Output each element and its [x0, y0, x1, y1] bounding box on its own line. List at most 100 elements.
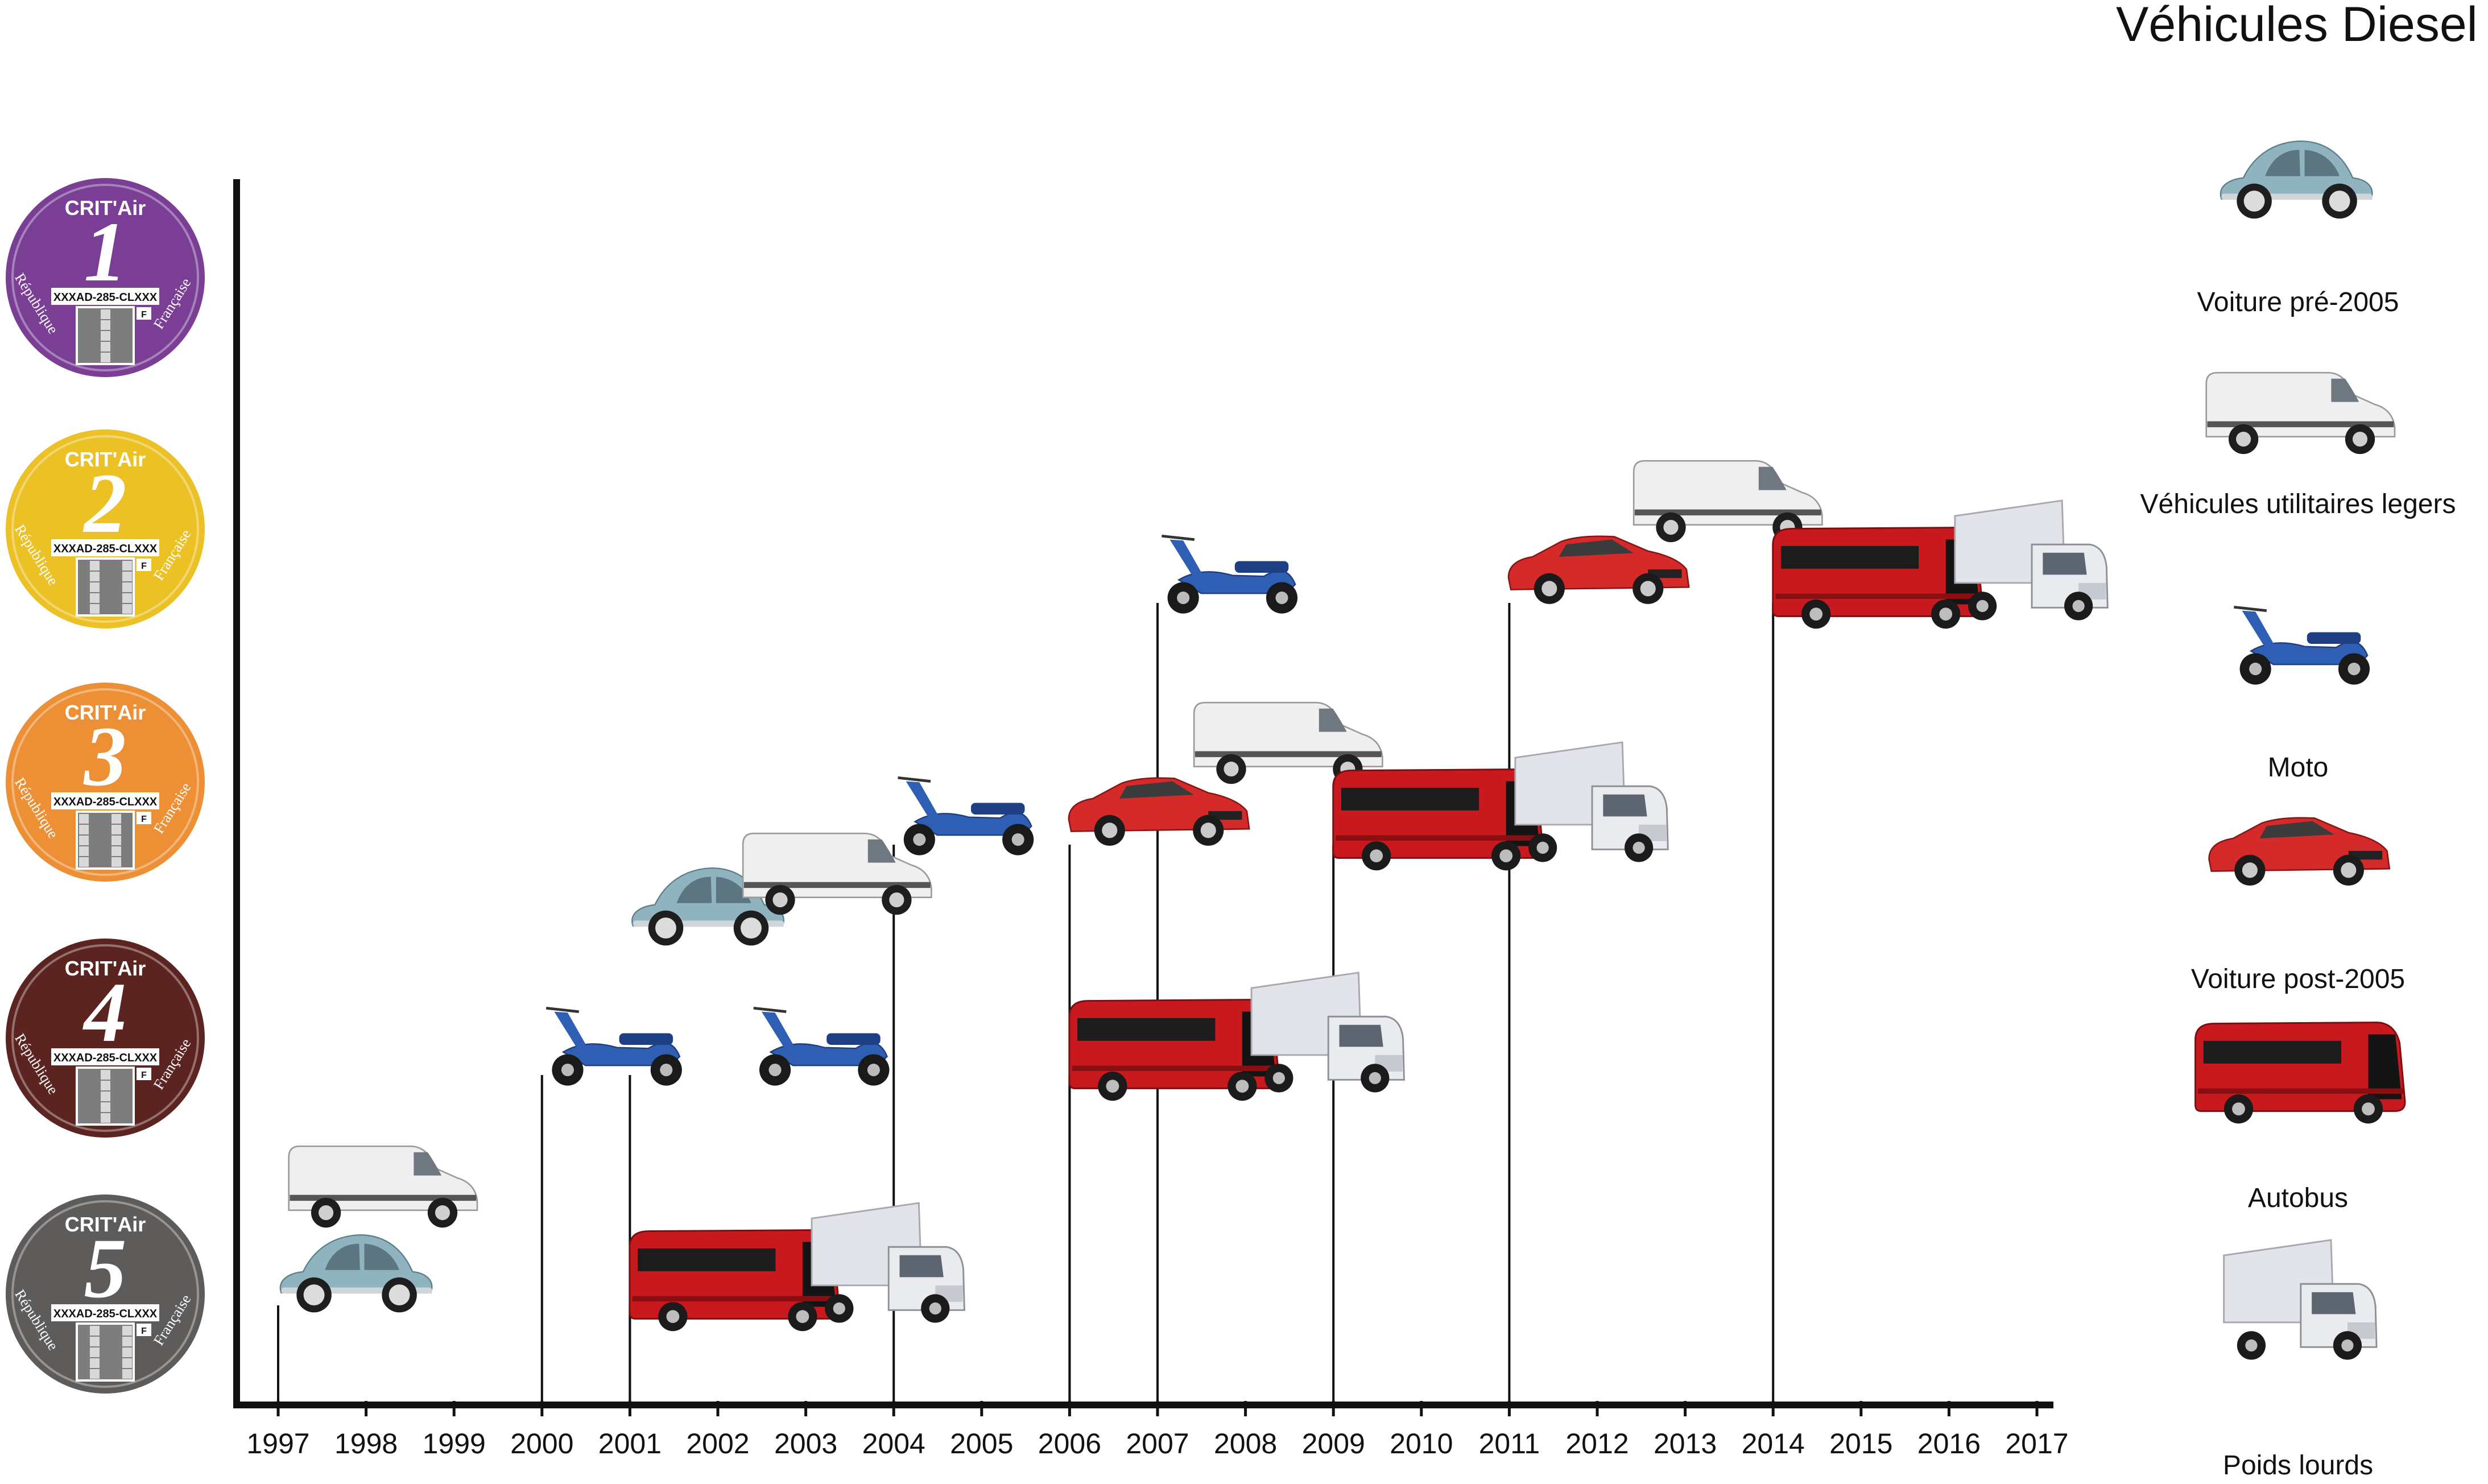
vehicle-bus-2001	[629, 1229, 840, 1332]
year-label: 2007	[1126, 1428, 1189, 1460]
year-label: 2004	[862, 1428, 925, 1460]
badge-plate: XXXAD-285-CLXXX	[53, 796, 158, 808]
legend-label: Poids lourds	[2222, 1450, 2374, 1481]
legend-label: Autobus	[2247, 1183, 2349, 1213]
legend-label: Véhicules utilitaires legers	[2140, 489, 2456, 519]
badge-flag: F	[141, 1326, 147, 1336]
badge-qr-cell	[79, 846, 89, 856]
year-label: 1998	[334, 1428, 398, 1460]
badge-qr-cell	[79, 825, 89, 834]
badge-qr-cell	[111, 846, 121, 856]
badge-qr-cell	[122, 1337, 132, 1346]
year-label: 2012	[1565, 1428, 1629, 1460]
badge-qr-cell	[101, 1081, 110, 1090]
badge-ring	[11, 1200, 199, 1388]
badge-plate-box	[51, 539, 159, 556]
year-label: 2017	[2005, 1428, 2068, 1460]
badge-plate-box	[51, 792, 159, 809]
legend-vehicle-car	[2208, 817, 2391, 887]
badge-brand: CRIT'Air	[65, 1213, 146, 1236]
year-label: 2016	[1917, 1428, 1981, 1460]
badge-qr-cell	[122, 561, 132, 571]
badge-qr-cell	[122, 604, 132, 614]
badge-ring	[11, 184, 199, 371]
legend-label: Moto	[2267, 753, 2329, 783]
badge-qr-cell	[122, 1358, 132, 1368]
badge-plate-box	[51, 1048, 159, 1065]
milestone-connectors	[277, 603, 1775, 1405]
badge-disc	[6, 683, 205, 882]
badge-brand: CRIT'Air	[65, 196, 146, 220]
legend-icon-van	[2205, 371, 2396, 455]
badge-qr-cell	[122, 1326, 132, 1336]
year-label: 2000	[510, 1428, 573, 1460]
year-label: 2002	[686, 1428, 749, 1460]
year-label: 2015	[1829, 1428, 1892, 1460]
badge-qr-cell	[90, 1369, 100, 1379]
year-label: 2009	[1302, 1428, 1365, 1460]
badge-level-number: 4	[82, 965, 127, 1060]
badge-qr-cell	[101, 1070, 110, 1080]
badge-qr-cell	[90, 1337, 100, 1346]
vehicle-scooter-2004	[898, 778, 1034, 855]
badge-disc	[6, 1194, 205, 1394]
badge-qr-cell	[90, 561, 100, 571]
vehicle-van-1997	[288, 1145, 478, 1229]
badge-flag-box	[137, 1324, 151, 1336]
badge-qr-cell	[122, 572, 132, 581]
year-label: 2008	[1214, 1428, 1277, 1460]
badge-plate-box	[51, 288, 159, 305]
badge-ring	[11, 688, 199, 876]
year-label: 2006	[1038, 1428, 1101, 1460]
page-title: Véhicules Diesel	[2116, 0, 2478, 52]
badge-qr-cell	[79, 836, 89, 845]
vehicle-car-2011	[1507, 535, 1690, 605]
badge-flag: F	[141, 815, 147, 824]
badge-flag-box	[137, 307, 151, 320]
legend-icon-car	[2208, 817, 2391, 887]
year-label: 2014	[1742, 1428, 1805, 1460]
badge-qr-cell	[90, 1358, 100, 1368]
badge-level-number: 2	[83, 456, 127, 551]
year-label: 2001	[598, 1428, 662, 1460]
vehicle-scooter-2001	[754, 1008, 890, 1085]
badge-qr-cell	[122, 582, 132, 592]
legend-label: Voiture pré-2005	[2197, 287, 2399, 317]
vehicle-scooter-2000	[546, 1008, 682, 1085]
legend-icon-scooter	[2218, 592, 2378, 702]
badge-plate: XXXAD-285-CLXXX	[53, 1308, 158, 1320]
timeline-vehicles	[279, 460, 2109, 1332]
legend-label: Voiture post-2005	[2191, 964, 2406, 994]
badge-qr-cell	[122, 593, 132, 603]
legend-icon-beetle	[2220, 140, 2373, 220]
badge-plate-box	[51, 1304, 159, 1321]
badge-ring	[11, 944, 199, 1132]
vehicle-bus-2006	[1068, 999, 1280, 1102]
badge-level-number: 3	[83, 709, 127, 804]
badge-brand: CRIT'Air	[65, 701, 146, 724]
badge-qr-cell	[90, 604, 100, 614]
vehicle-truck-2009	[1514, 741, 1669, 863]
badge-qr-cell	[122, 1347, 132, 1357]
badge-flag: F	[141, 1070, 147, 1080]
vehicle-car-2006	[1068, 777, 1250, 847]
year-label: 2005	[950, 1428, 1013, 1460]
badge-flag: F	[141, 310, 147, 320]
badge-disc	[6, 178, 205, 377]
vehicle-truck-2014	[1954, 499, 2109, 621]
badge-qr-cell	[101, 1102, 110, 1112]
badge-qr-cell	[79, 814, 89, 824]
year-ticks: 1997 1998 1999 2000 2001 2002 2003 2004 2005 2006…	[246, 1401, 2069, 1460]
badge-plate: XXXAD-285-CLXXX	[53, 1052, 158, 1064]
badge-qr-cell	[90, 1326, 100, 1336]
vehicle-truck-2001	[811, 1202, 965, 1324]
badge-qr-cell	[101, 353, 110, 362]
badge-brand: CRIT'Air	[65, 957, 146, 980]
badge-ring	[11, 435, 199, 623]
badge-flag-box	[137, 812, 151, 824]
